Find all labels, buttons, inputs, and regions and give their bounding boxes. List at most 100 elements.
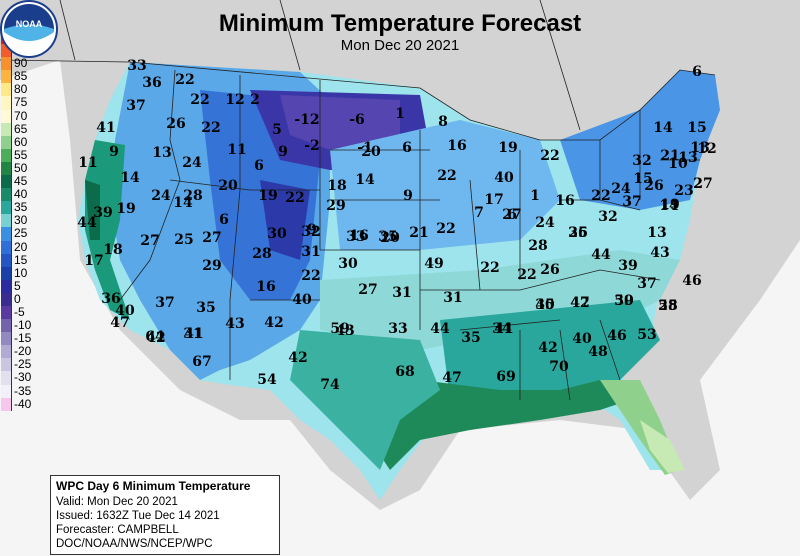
temperature-label: 6: [692, 64, 702, 80]
legend-label: 60: [14, 134, 28, 149]
legend-label: 85: [14, 69, 28, 84]
temperature-label: 36: [101, 291, 120, 307]
temperature-label: 28: [183, 188, 202, 204]
temperature-label: 9: [307, 222, 317, 238]
legend-label: 40: [14, 187, 28, 202]
legend-label: 90: [14, 56, 28, 71]
temperature-label: 22: [175, 72, 194, 88]
legend-row: 25: [0, 226, 46, 241]
temperature-label: 19: [498, 140, 517, 156]
temperature-label: 31: [183, 326, 202, 342]
temperature-label: 32: [598, 209, 617, 225]
temperature-label: 42: [264, 315, 283, 331]
legend-row: 40: [0, 187, 46, 202]
legend-label: 75: [14, 95, 28, 110]
borders: [0, 0, 716, 401]
info-title: WPC Day 6 Minimum Temperature: [56, 479, 251, 493]
temperature-label: 19: [660, 197, 679, 213]
temperature-label: 49: [424, 256, 443, 272]
temperature-label: 44: [591, 247, 611, 263]
temperature-label: 42: [146, 330, 165, 346]
temperature-label: 14: [355, 172, 375, 188]
legend-swatch: [1, 227, 12, 241]
info-forecaster: Forecaster: CAMPBELL: [56, 524, 179, 536]
temperature-label: 32: [301, 224, 320, 240]
legend-label: 50: [14, 160, 28, 175]
temperature-label: 31: [392, 285, 411, 301]
temperature-label: 46: [682, 273, 701, 289]
legend-label: 65: [14, 121, 28, 136]
legend-label: 35: [14, 200, 28, 215]
legend-row: 70: [0, 109, 46, 123]
legend-swatch: [1, 305, 12, 320]
legend-swatch: [1, 319, 12, 333]
temperature-label: 23: [674, 183, 693, 199]
temperature-label: 22: [437, 168, 456, 184]
temperature-label: 29: [326, 198, 345, 214]
temperature-label: 59: [330, 321, 349, 337]
temperature-label: 40: [572, 331, 592, 347]
legend-row: 60: [0, 134, 46, 149]
temperature-label: 7: [474, 205, 484, 221]
temperature-label: 35: [461, 330, 480, 346]
legend-label: -30: [14, 370, 32, 385]
legend-row: -10: [0, 318, 46, 333]
legend-label: -5: [14, 304, 25, 319]
temperature-label: 34: [492, 321, 512, 337]
temperature-label: 67: [192, 354, 211, 370]
temperature-label: -2: [304, 138, 320, 154]
temperature-label: 21: [409, 225, 428, 241]
legend-swatch: [1, 345, 12, 359]
temperature-label: 22: [201, 120, 220, 136]
ocean: [0, 60, 800, 556]
legend-row: 30: [0, 213, 46, 228]
temperature-label: 31: [443, 290, 462, 306]
temperature-label: 68: [395, 364, 414, 380]
temperature-label: 37: [126, 98, 145, 114]
temperature-label: 39: [93, 205, 112, 221]
temperature-label: 6: [254, 158, 264, 174]
legend-label: 15: [14, 252, 28, 267]
legend-swatch: [1, 57, 12, 71]
temperature-label: 1: [395, 106, 405, 122]
legend-swatch: [1, 266, 12, 280]
temperature-label: 13: [678, 150, 697, 166]
temperature-label: 33: [127, 58, 146, 74]
temperature-label: 9: [109, 144, 119, 160]
legend-label: 10: [14, 265, 28, 280]
temperature-label: 11: [78, 155, 97, 171]
legend-swatch: [1, 201, 12, 215]
temperature-label: -12: [294, 112, 319, 128]
temperature-label: 42: [288, 350, 307, 366]
info-issued: Issued: 1632Z Tue Dec 14 2021: [56, 510, 220, 522]
temperature-label: 9: [403, 188, 413, 204]
temperature-label: 15: [633, 171, 652, 187]
temperature-label: 43: [650, 245, 669, 261]
legend-swatch: [1, 358, 12, 372]
temperature-label: 13: [690, 140, 709, 156]
temperature-label: 74: [320, 377, 340, 393]
temperature-label: 35: [568, 225, 587, 241]
temperature-label: 40: [115, 303, 135, 319]
temperature-label: 22: [285, 190, 304, 206]
temperature-label: 10: [668, 156, 688, 172]
temperature-label: 14: [653, 120, 673, 136]
temperature-label: 17: [84, 253, 103, 269]
temperature-label: 9: [278, 144, 288, 160]
temperature-label: 25: [174, 232, 193, 248]
legend-swatch: [1, 83, 12, 97]
temperature-label: 27: [140, 233, 159, 249]
temperature-label: 35: [196, 300, 215, 316]
map-subtitle: Mon Dec 20 2021: [340, 37, 460, 54]
legend-row: 85: [0, 69, 46, 84]
temperature-label: 22: [301, 268, 320, 284]
temperature-label: 12: [225, 92, 244, 108]
temperature-label: 24: [535, 215, 555, 231]
legend-swatch: [1, 292, 12, 306]
temperature-label: 18: [103, 242, 122, 258]
temperature-label: 25: [658, 298, 677, 314]
map-title: Minimum Temperature Forecast: [218, 10, 582, 37]
temperature-label: -6: [349, 112, 365, 128]
